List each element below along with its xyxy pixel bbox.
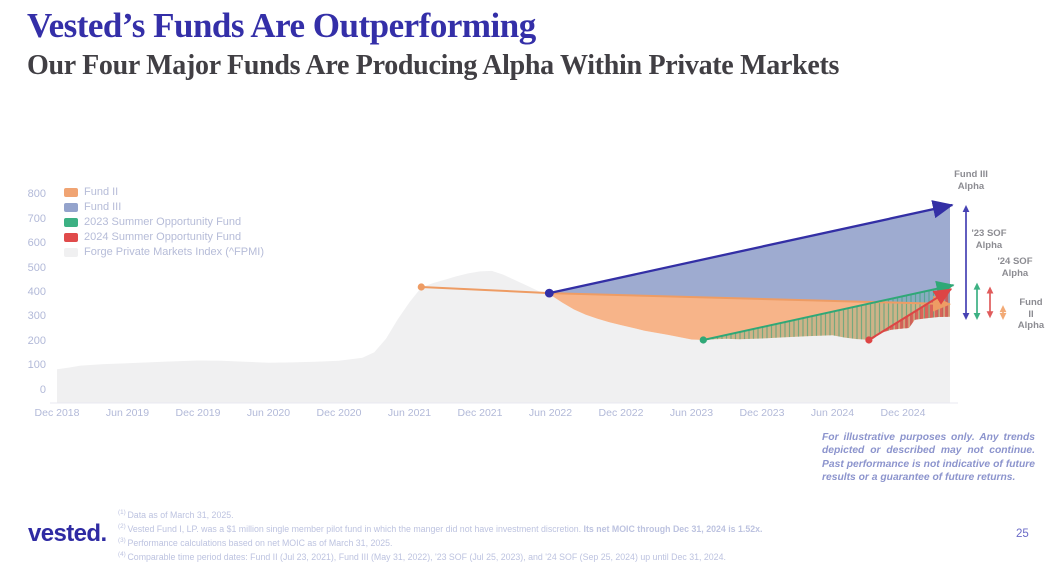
y-tick-700: 700 bbox=[27, 212, 46, 225]
fund3-line bbox=[549, 200, 954, 295]
y-tick-100: 100 bbox=[27, 359, 46, 372]
page-number: 25 bbox=[1016, 528, 1029, 540]
page-title: Vested’s Funds Are Outperforming bbox=[27, 6, 536, 45]
chart-legend: Fund II Fund III 2023 Summer Opportunity F… bbox=[64, 186, 264, 261]
legend-label: 2023 Summer Opportunity Fund bbox=[84, 216, 242, 228]
x-tick-dec-2019: Dec 2019 bbox=[175, 407, 221, 419]
sof24-alpha-label: '24 SOF Alpha bbox=[997, 256, 1033, 279]
x-tick-dec-2018: Dec 2018 bbox=[34, 407, 80, 419]
y-tick-200: 200 bbox=[27, 334, 46, 347]
fund2-start-dot bbox=[417, 283, 425, 291]
legend-swatch bbox=[64, 247, 78, 257]
fund2-alpha-arrow bbox=[999, 305, 1007, 320]
legend-label: Forge Private Markets Index (^FPMI) bbox=[84, 246, 264, 258]
page-subtitle: Our Four Major Funds Are Producing Alpha… bbox=[27, 50, 840, 81]
x-tick-jun-2021: Jun 2021 bbox=[387, 407, 432, 419]
legend-label: 2024 Summer Opportunity Fund bbox=[84, 231, 242, 243]
legend-label: Fund III bbox=[84, 201, 122, 213]
footnote-marker: (1) bbox=[118, 509, 128, 516]
vested-logo: vested. bbox=[28, 520, 107, 547]
legend-swatch bbox=[64, 217, 78, 227]
fund2-alpha-label: Fund II Alpha bbox=[1017, 297, 1045, 332]
legend-item-4: Forge Private Markets Index (^FPMI) bbox=[64, 246, 264, 258]
footnote-marker: (3) bbox=[118, 536, 128, 544]
sof23-alpha-arrow bbox=[973, 282, 981, 320]
sof24-line bbox=[868, 288, 953, 341]
x-tick-dec-2024: Dec 2024 bbox=[880, 407, 926, 419]
footnote-4: (4) Comparable time period dates: Fund I… bbox=[118, 549, 762, 562]
footnote-marker: (4) bbox=[118, 550, 128, 558]
sof23-line bbox=[703, 280, 955, 341]
x-tick-jun-2023: Jun 2023 bbox=[669, 407, 714, 419]
footnote-2: (2) Vested Fund I, LP. was a $1 million … bbox=[118, 521, 762, 535]
y-tick-0: 0 bbox=[39, 383, 46, 396]
legend-item-0: Fund II bbox=[64, 186, 264, 198]
legend-item-2: 2023 Summer Opportunity Fund bbox=[64, 216, 264, 228]
sof24-alpha-arrow bbox=[986, 286, 994, 319]
x-tick-jun-2024: Jun 2024 bbox=[810, 407, 855, 419]
y-tick-800: 800 bbox=[27, 188, 46, 201]
y-tick-600: 600 bbox=[27, 237, 46, 250]
footnote-text: Vested Fund I, LP. was a $1 million sing… bbox=[127, 523, 584, 534]
fund3-alpha-fill bbox=[549, 205, 950, 305]
x-tick-dec-2021: Dec 2021 bbox=[457, 407, 503, 419]
fpmi-index-area bbox=[57, 270, 950, 403]
sof23-alpha-label: '23 SOF Alpha bbox=[971, 228, 1007, 251]
legend-label: Fund II bbox=[84, 186, 119, 198]
y-tick-400: 400 bbox=[27, 285, 46, 298]
legend-item-3: 2024 Summer Opportunity Fund bbox=[64, 231, 264, 243]
footnote-text: Comparable time period dates: Fund II (J… bbox=[127, 551, 726, 562]
x-tick-dec-2022: Dec 2022 bbox=[598, 407, 644, 419]
legend-item-1: Fund III bbox=[64, 201, 264, 213]
y-tick-300: 300 bbox=[27, 310, 46, 323]
sof23-start-dot bbox=[699, 336, 707, 344]
x-tick-jun-2019: Jun 2019 bbox=[105, 407, 150, 419]
footnote-marker: (2) bbox=[118, 522, 128, 530]
x-tick-dec-2023: Dec 2023 bbox=[739, 407, 785, 419]
fund3-alpha-arrow bbox=[962, 205, 970, 320]
illustrative-disclaimer: For illustrative purposes only. Any tren… bbox=[822, 432, 1035, 484]
sof24-start-dot bbox=[865, 336, 873, 344]
footnote-1: (1) Data as of March 31, 2025. bbox=[118, 507, 762, 521]
legend-swatch bbox=[64, 187, 78, 197]
fund3-start-dot bbox=[544, 288, 554, 298]
y-tick-500: 500 bbox=[27, 261, 46, 274]
footnotes: (1) Data as of March 31, 2025. (2) Vested… bbox=[118, 507, 762, 562]
fund3-alpha-label: Fund III Alpha bbox=[954, 169, 988, 192]
legend-swatch bbox=[64, 232, 78, 242]
footnote-text: Performance calculations based on net MO… bbox=[127, 537, 393, 548]
footnote-bold-text: Its net MOIC through Dec 31, 2024 is 1.5… bbox=[583, 523, 763, 534]
footnote-3: (3) Performance calculations based on ne… bbox=[118, 535, 762, 549]
x-tick-dec-2020: Dec 2020 bbox=[316, 407, 362, 419]
x-tick-jun-2022: Jun 2022 bbox=[528, 407, 573, 419]
x-tick-jun-2020: Jun 2020 bbox=[246, 407, 291, 419]
footnote-text: Data as of March 31, 2025. bbox=[127, 509, 234, 520]
legend-swatch bbox=[64, 202, 78, 212]
